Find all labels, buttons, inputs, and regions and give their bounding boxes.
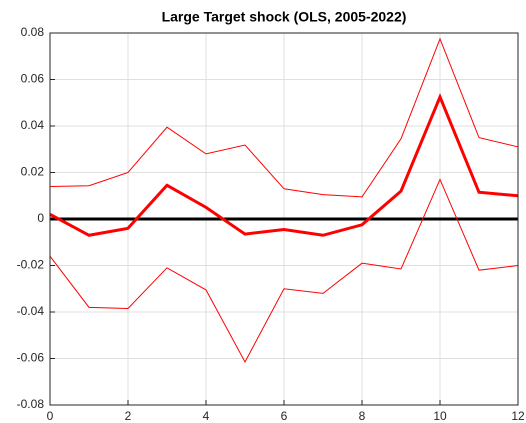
x-tick-label: 6	[281, 409, 288, 423]
y-tick-label: -0.08	[17, 397, 45, 411]
chart-title: Large Target shock (OLS, 2005-2022)	[162, 9, 407, 25]
x-tick-label: 8	[359, 409, 366, 423]
y-tick-label: 0.06	[21, 72, 45, 86]
y-tick-label: 0.04	[21, 118, 45, 132]
series-line	[49, 178, 519, 364]
x-tick-label: 10	[433, 409, 447, 423]
y-tick-label: 0.08	[21, 25, 45, 39]
x-tick-label: 4	[203, 409, 210, 423]
y-tick-label: 0.02	[21, 165, 45, 179]
x-tick-label: 2	[125, 409, 132, 423]
series-line	[49, 37, 519, 198]
y-tick-label: -0.02	[17, 258, 45, 272]
x-tick-label: 12	[511, 409, 525, 423]
y-tick-label: 0	[37, 211, 44, 225]
x-tick-label: 0	[47, 409, 54, 423]
series-line	[49, 92, 519, 237]
y-tick-label: -0.06	[17, 351, 45, 365]
axes-box	[49, 32, 519, 406]
y-tick-label: -0.04	[17, 304, 45, 318]
